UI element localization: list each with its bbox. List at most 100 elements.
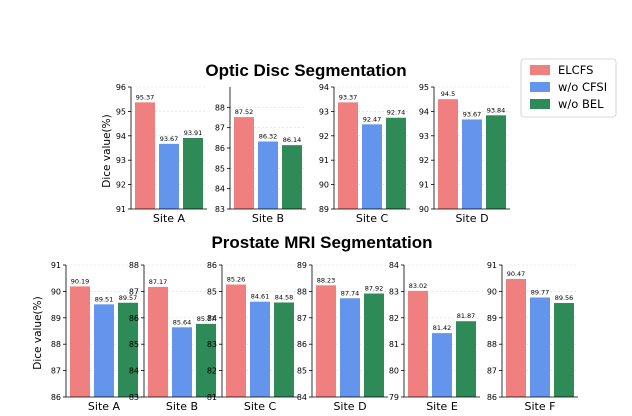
y-tick-label: 87 xyxy=(215,124,225,133)
y-tick-label: 85 xyxy=(207,287,217,296)
bar-value-label: 95.37 xyxy=(136,93,155,101)
optic-disc-panel-site-c: 89 90 91 92 93 94 93.37 92.47 92.74 Site C xyxy=(319,83,410,225)
bar-elcfs xyxy=(338,102,358,209)
y-tick-label: 89 xyxy=(319,205,329,214)
bar-w-o-bel xyxy=(364,293,384,397)
bar-w-o-bel xyxy=(196,323,216,397)
y-tick-label: 87 xyxy=(129,287,139,296)
bar-elcfs xyxy=(226,284,246,397)
y-tick-label: 95 xyxy=(116,107,126,116)
axis-frame xyxy=(143,265,220,398)
legend-label-wo-bel: w/o BEL xyxy=(558,97,604,111)
y-tick-label: 82 xyxy=(207,367,217,376)
y-tick-label: 86 xyxy=(207,261,217,270)
y-tick-label: 89 xyxy=(487,314,497,323)
bar-w-o-cfsi xyxy=(530,297,550,397)
bar-elcfs xyxy=(234,117,254,209)
axis-frame xyxy=(333,87,410,210)
bar-value-label: 81.42 xyxy=(433,324,452,332)
x-axis-site-label: Site A xyxy=(88,400,121,413)
prostate-mri-title: Prostate MRI Segmentation xyxy=(211,233,432,252)
bar-w-o-bel xyxy=(386,117,406,209)
x-axis-site-label: Site D xyxy=(333,400,366,413)
bar-w-o-cfsi xyxy=(94,304,114,397)
axis-frame xyxy=(229,87,306,210)
prostate-mri-ylabel: Dice value(%) xyxy=(32,296,44,369)
bar-w-o-cfsi xyxy=(362,124,382,209)
bar-value-label: 90.47 xyxy=(507,270,526,278)
bar-elcfs xyxy=(70,286,90,397)
y-tick-label: 93 xyxy=(116,156,126,165)
bar-elcfs xyxy=(438,99,458,209)
bar-w-o-cfsi xyxy=(250,301,270,397)
y-tick-label: 83 xyxy=(129,393,139,402)
y-tick-label: 83 xyxy=(215,205,225,214)
y-tick-label: 87 xyxy=(297,314,307,323)
x-axis-site-label: Site F xyxy=(525,400,556,413)
optic-disc-panel-site-b: 83 84 85 86 87 88 87.52 86.32 86.14 Site B xyxy=(215,87,306,225)
bar-w-o-cfsi xyxy=(159,143,179,209)
y-tick-label: 91 xyxy=(116,205,126,214)
bar-elcfs xyxy=(408,290,428,397)
y-tick-label: 86 xyxy=(297,340,307,349)
y-tick-label: 85 xyxy=(297,367,307,376)
y-tick-label: 84 xyxy=(389,261,399,270)
y-tick-label: 94 xyxy=(319,83,329,92)
x-axis-site-label: Site C xyxy=(244,400,277,413)
y-tick-label: 90 xyxy=(319,181,329,190)
x-axis-site-label: Site E xyxy=(426,400,458,413)
bar-elcfs xyxy=(135,102,155,209)
optic-disc-panel-site-d: 90 91 92 93 94 95 94.5 93.67 93.84 Site D xyxy=(419,83,510,225)
legend-swatch-wo-cfsi xyxy=(530,82,550,92)
y-tick-label: 95 xyxy=(419,83,429,92)
y-tick-label: 91 xyxy=(419,181,429,190)
y-tick-label: 85 xyxy=(129,340,139,349)
prostate-mri-panel-site-e: 79 80 81 82 83 84 83.02 81.42 81.87 Site E xyxy=(389,261,480,413)
y-tick-label: 92 xyxy=(419,156,429,165)
y-tick-label: 92 xyxy=(116,181,126,190)
y-tick-label: 83 xyxy=(207,340,217,349)
y-tick-label: 89 xyxy=(51,314,61,323)
y-tick-label: 89 xyxy=(297,261,307,270)
bar-value-label: 83.02 xyxy=(409,282,428,290)
axis-frame xyxy=(403,265,480,398)
y-tick-label: 84 xyxy=(207,314,217,323)
bar-value-label: 92.47 xyxy=(363,115,382,123)
y-tick-label: 86 xyxy=(215,144,225,153)
y-tick-label: 86 xyxy=(487,393,497,402)
legend-swatch-wo-bel xyxy=(530,99,550,109)
bar-elcfs xyxy=(506,278,526,397)
bar-value-label: 87.17 xyxy=(149,278,168,286)
bar-value-label: 89.57 xyxy=(119,294,138,302)
prostate-mri-panel-site-b: 83 84 85 86 87 88 87.17 85.64 85.77 Site B xyxy=(129,261,220,413)
bar-w-o-cfsi xyxy=(432,333,452,397)
bar-value-label: 86.14 xyxy=(283,136,302,144)
bar-w-o-cfsi xyxy=(172,327,192,397)
bar-w-o-bel xyxy=(456,321,476,397)
bar-value-label: 85.26 xyxy=(227,276,246,284)
legend-label-wo-cfsi: w/o CFSI xyxy=(558,80,607,94)
bar-value-label: 85.64 xyxy=(173,318,192,326)
y-tick-label: 85 xyxy=(215,164,225,173)
prostate-mri-panel-site-d: 84 85 86 87 88 89 88.23 87.74 87.92 Site D xyxy=(297,261,388,413)
bar-value-label: 84.58 xyxy=(275,293,294,301)
bar-value-label: 93.37 xyxy=(339,93,358,101)
bar-value-label: 93.67 xyxy=(463,110,482,118)
y-tick-label: 91 xyxy=(319,156,329,165)
optic-disc-panel-site-a: 91 92 93 94 95 96 95.37 93.67 93.91 Site A xyxy=(116,83,207,225)
y-tick-label: 90 xyxy=(51,287,61,296)
y-tick-label: 91 xyxy=(487,261,497,270)
y-tick-label: 88 xyxy=(297,287,307,296)
y-tick-label: 93 xyxy=(319,107,329,116)
bar-value-label: 84.61 xyxy=(251,293,270,301)
bar-w-o-bel xyxy=(554,303,574,397)
axis-frame xyxy=(501,265,578,398)
y-tick-label: 94 xyxy=(116,132,126,141)
bar-elcfs xyxy=(316,285,336,397)
y-tick-label: 91 xyxy=(51,261,61,270)
bar-value-label: 94.5 xyxy=(441,90,455,98)
y-tick-label: 88 xyxy=(487,340,497,349)
prostate-mri-panel-site-f: 86 87 88 89 90 91 90.47 89.77 89.56 Site F xyxy=(487,261,578,413)
y-tick-label: 87 xyxy=(487,367,497,376)
